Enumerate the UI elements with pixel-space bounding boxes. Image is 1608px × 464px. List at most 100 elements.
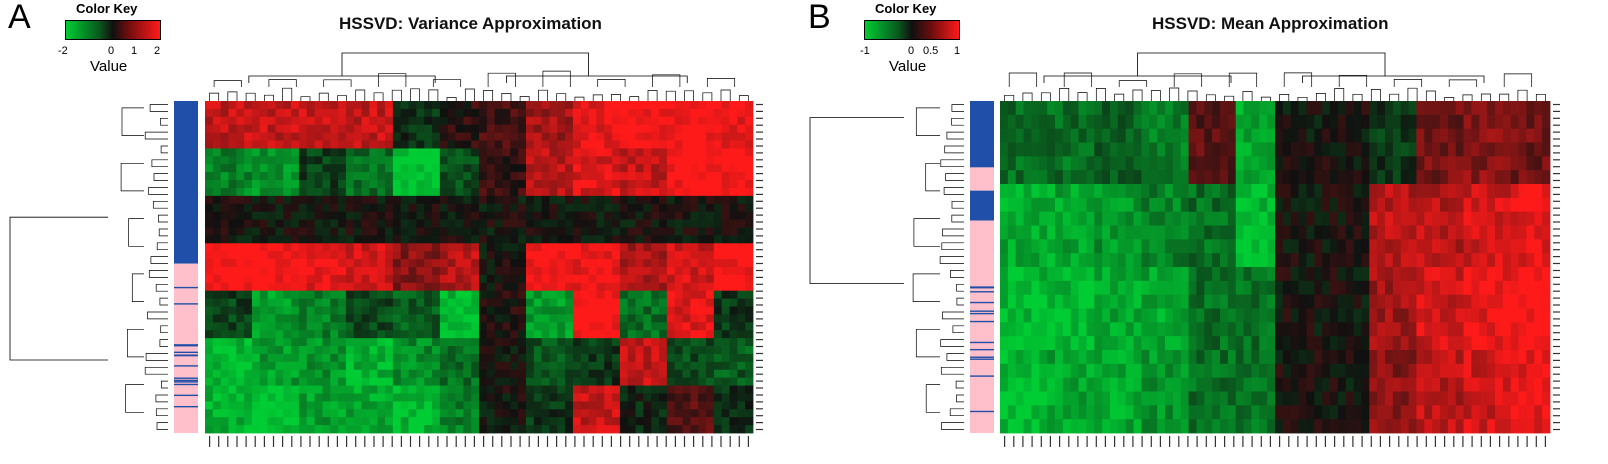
- heatmap-cell: [392, 393, 402, 402]
- heatmap-cell: [1172, 391, 1182, 406]
- heatmap-cell: [1471, 197, 1480, 213]
- heatmap-cell: [525, 417, 535, 426]
- heatmap-cell: [486, 116, 496, 126]
- heatmap-cell: [455, 259, 464, 268]
- heatmap-cell: [1188, 114, 1197, 130]
- heatmap-cell: [565, 282, 574, 292]
- heatmap-cell: [549, 156, 558, 165]
- heatmap-cell: [267, 195, 276, 205]
- heatmap-cell: [1432, 211, 1441, 226]
- heatmap-cell: [1322, 211, 1331, 226]
- heatmap-cell: [392, 361, 402, 371]
- heatmap-cell: [549, 409, 558, 418]
- heatmap-cell: [1000, 363, 1009, 379]
- heatmap-cell: [298, 314, 308, 323]
- heatmap-cell: [1204, 197, 1213, 213]
- heatmap-cell: [627, 401, 636, 410]
- heatmap-cell: [565, 393, 574, 402]
- heatmap-cell: [1220, 170, 1229, 185]
- heatmap-cell: [666, 211, 676, 220]
- heatmap-cell: [1227, 377, 1237, 392]
- heatmap-cell: [283, 195, 292, 205]
- heatmap-cell: [651, 156, 660, 165]
- heatmap-cell: [330, 164, 339, 173]
- heatmap-cell: [314, 274, 323, 284]
- heatmap-cell: [627, 346, 636, 355]
- heatmap-cell: [1510, 253, 1519, 268]
- heatmap-cell: [486, 417, 496, 426]
- heatmap-cell: [729, 101, 738, 110]
- heatmap-cell: [666, 108, 676, 118]
- heatmap-cell: [1102, 253, 1111, 268]
- heatmap-cell: [283, 425, 292, 434]
- heatmap-cell: [1180, 253, 1189, 268]
- heatmap-cell: [455, 124, 464, 134]
- heatmap-cell: [619, 172, 629, 181]
- heatmap-cell: [533, 116, 543, 126]
- heatmap-cell: [580, 346, 589, 355]
- heatmap-cell: [549, 425, 558, 434]
- heatmap-cell: [690, 211, 699, 220]
- heatmap-cell: [298, 330, 308, 339]
- heatmap-cell: [251, 211, 261, 220]
- heatmap-cell: [447, 219, 456, 228]
- heatmap-cell: [439, 227, 449, 236]
- heatmap-cell: [1408, 156, 1417, 171]
- heatmap-cell: [1251, 211, 1260, 226]
- row-dendrogram-branch: [951, 214, 964, 223]
- heatmap-cell: [369, 417, 378, 426]
- heatmap-cell: [1212, 391, 1221, 406]
- heatmap-cell: [400, 116, 409, 126]
- heatmap-cell: [416, 369, 425, 379]
- heatmap-cell: [659, 393, 668, 402]
- heatmap-cell: [1133, 156, 1142, 171]
- heatmap-cell: [698, 385, 707, 394]
- heatmap-cell: [494, 409, 503, 418]
- heatmap-cell: [314, 298, 323, 307]
- heatmap-cell: [377, 401, 386, 410]
- heatmap-cell: [1542, 350, 1551, 365]
- heatmap-cell: [721, 369, 730, 379]
- heatmap-cell: [377, 353, 386, 363]
- heatmap-cell: [518, 148, 527, 157]
- heatmap-cell: [439, 108, 449, 118]
- heatmap-cell: [228, 353, 237, 363]
- heatmap-cell: [1172, 128, 1182, 143]
- row-side-stripe: [174, 345, 198, 347]
- heatmap-cell: [1196, 377, 1205, 392]
- heatmap-cell: [1542, 253, 1551, 268]
- heatmap-cell: [408, 187, 417, 197]
- heatmap-cell: [1502, 363, 1512, 379]
- heatmap-cell: [1259, 211, 1268, 226]
- heatmap-cell: [275, 180, 284, 189]
- heatmap-cell: [706, 156, 715, 165]
- heatmap-cell: [619, 361, 629, 371]
- heatmap-cell: [1070, 405, 1079, 420]
- heatmap-cell: [463, 306, 472, 315]
- heatmap-cell: [659, 172, 668, 181]
- heatmap-cell: [1534, 419, 1543, 434]
- heatmap-cell: [1416, 350, 1425, 365]
- heatmap-cell: [572, 393, 582, 402]
- row-dendrogram-branch: [946, 131, 964, 140]
- heatmap-cell: [745, 377, 754, 386]
- heatmap-cell: [283, 353, 292, 363]
- heatmap-cell: [220, 108, 229, 118]
- heatmap-cell: [1337, 225, 1347, 240]
- heatmap-cell: [1534, 156, 1543, 171]
- heatmap-cell: [392, 108, 402, 118]
- heatmap-cell: [220, 116, 229, 126]
- heatmap-cell: [322, 148, 331, 157]
- heatmap-cell: [565, 164, 574, 173]
- heatmap-cell: [729, 298, 738, 307]
- heatmap-cell: [486, 377, 496, 386]
- heatmap-cell: [306, 259, 315, 268]
- heatmap-cell: [604, 282, 613, 292]
- heatmap-cell: [1440, 239, 1449, 254]
- heatmap-cell: [690, 187, 699, 197]
- heatmap-cell: [1149, 391, 1158, 406]
- heatmap-cell: [580, 195, 589, 205]
- heatmap-cell: [729, 417, 738, 426]
- heatmap-cell: [291, 409, 300, 418]
- heatmap-cell: [338, 282, 347, 292]
